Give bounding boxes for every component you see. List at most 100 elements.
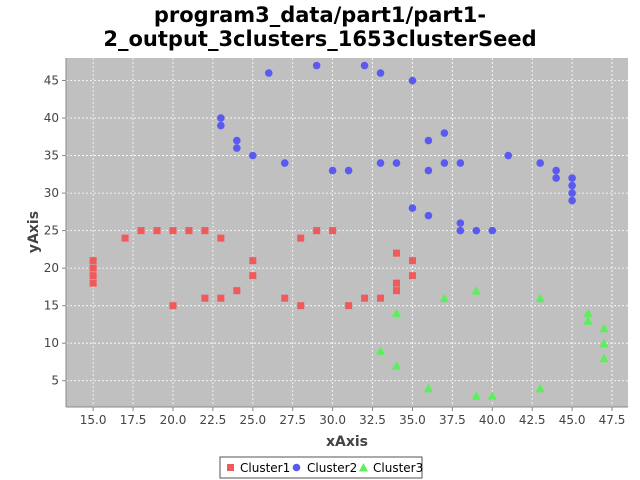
- point-cluster3: [599, 353, 609, 363]
- point-cluster2: [504, 151, 513, 160]
- point-cluster1: [392, 249, 400, 257]
- point-cluster1: [329, 227, 337, 235]
- x-tick-label: 15.0: [80, 413, 107, 427]
- point-cluster3: [471, 391, 481, 400]
- x-tick-label: 47.5: [599, 413, 626, 427]
- point-cluster1: [313, 227, 321, 235]
- point-cluster2: [360, 61, 369, 70]
- x-tick-label: 45.0: [559, 413, 586, 427]
- x-tick-label: 40.0: [479, 413, 506, 427]
- point-cluster2: [552, 166, 560, 175]
- point-cluster2: [233, 144, 241, 152]
- point-cluster2: [568, 181, 576, 190]
- x-tick-label: 32.5: [359, 413, 386, 427]
- point-cluster1: [217, 294, 225, 302]
- point-cluster1: [408, 257, 416, 265]
- point-cluster1: [297, 234, 305, 242]
- point-cluster2: [424, 136, 433, 145]
- point-cluster2: [233, 136, 241, 145]
- y-tick-label: 25: [44, 224, 59, 238]
- x-tick-label: 30.0: [319, 413, 346, 427]
- point-cluster2: [392, 159, 401, 167]
- y-tick-label: 30: [44, 186, 59, 200]
- chart-title-line-2: 2_output_3clusters_1653clusterSeed: [103, 27, 536, 51]
- legend-marker-cluster3: [359, 463, 368, 472]
- point-cluster1: [89, 279, 97, 287]
- point-cluster1: [361, 294, 369, 302]
- x-tick-label: 25.0: [239, 413, 266, 427]
- point-cluster1: [153, 227, 161, 235]
- point-cluster1: [89, 257, 97, 265]
- y-tick-label: 20: [44, 261, 59, 275]
- x-tick-label: 17.5: [120, 413, 147, 427]
- point-cluster3: [487, 391, 497, 400]
- y-tick-label: 40: [44, 111, 59, 125]
- point-cluster1: [201, 227, 209, 235]
- point-cluster1: [169, 302, 177, 310]
- point-cluster2: [408, 76, 417, 85]
- point-cluster2: [376, 159, 385, 167]
- point-cluster2: [249, 151, 257, 160]
- point-cluster3: [583, 316, 593, 325]
- point-cluster2: [568, 196, 576, 205]
- y-tick-label: 5: [51, 374, 59, 388]
- point-cluster2: [440, 129, 449, 137]
- legend-label-cluster3: Cluster3: [373, 461, 423, 475]
- x-tick-label: 20.0: [160, 413, 187, 427]
- point-cluster2: [312, 61, 321, 70]
- point-cluster2: [568, 189, 576, 197]
- point-cluster2: [568, 174, 576, 182]
- y-tick-label: 15: [44, 299, 59, 313]
- point-cluster1: [89, 272, 97, 280]
- point-cluster2: [217, 121, 225, 130]
- y-tick-label: 45: [44, 74, 59, 88]
- point-cluster3: [599, 338, 609, 348]
- x-tick-label: 37.5: [439, 413, 466, 427]
- point-cluster3: [599, 323, 609, 333]
- point-cluster2: [280, 159, 289, 167]
- plot-area: [66, 58, 628, 407]
- x-tick-label: 22.5: [200, 413, 227, 427]
- point-cluster1: [249, 272, 257, 280]
- point-cluster1: [392, 279, 400, 287]
- point-cluster3: [376, 346, 386, 355]
- point-cluster1: [169, 227, 177, 235]
- point-cluster2: [408, 204, 417, 212]
- point-cluster3: [391, 361, 401, 370]
- point-cluster3: [535, 293, 545, 303]
- point-cluster3: [439, 293, 449, 303]
- point-cluster1: [137, 227, 145, 235]
- point-cluster1: [201, 294, 209, 302]
- legend-marker-cluster1: [227, 464, 234, 471]
- y-axis-label: yAxis: [26, 211, 42, 253]
- point-cluster1: [297, 302, 305, 310]
- x-tick-label: 42.5: [519, 413, 546, 427]
- point-cluster2: [536, 159, 544, 167]
- chart-title-line-1: program3_data/part1/part1-: [154, 3, 486, 27]
- point-cluster2: [456, 219, 465, 227]
- point-cluster1: [89, 264, 97, 272]
- point-cluster1: [217, 234, 225, 242]
- point-cluster3: [391, 308, 401, 318]
- point-cluster2: [328, 166, 337, 175]
- point-cluster1: [408, 272, 416, 280]
- point-cluster2: [456, 159, 465, 167]
- point-cluster1: [249, 257, 257, 265]
- point-cluster2: [472, 226, 481, 235]
- point-cluster3: [583, 308, 593, 318]
- legend-marker-cluster2: [292, 463, 301, 472]
- point-cluster2: [456, 226, 465, 235]
- point-cluster2: [376, 69, 385, 77]
- point-cluster1: [345, 302, 353, 310]
- x-tick-label: 35.0: [399, 413, 426, 427]
- legend: Cluster1 Cluster2 Cluster3: [219, 456, 423, 479]
- y-tick-label: 35: [44, 149, 59, 163]
- point-cluster1: [281, 294, 289, 302]
- legend-label-cluster1: Cluster1: [240, 461, 290, 475]
- point-cluster2: [344, 166, 353, 175]
- y-tick-label: 10: [44, 336, 59, 350]
- point-cluster1: [185, 227, 193, 235]
- point-cluster1: [392, 287, 400, 295]
- data-points: [89, 61, 609, 400]
